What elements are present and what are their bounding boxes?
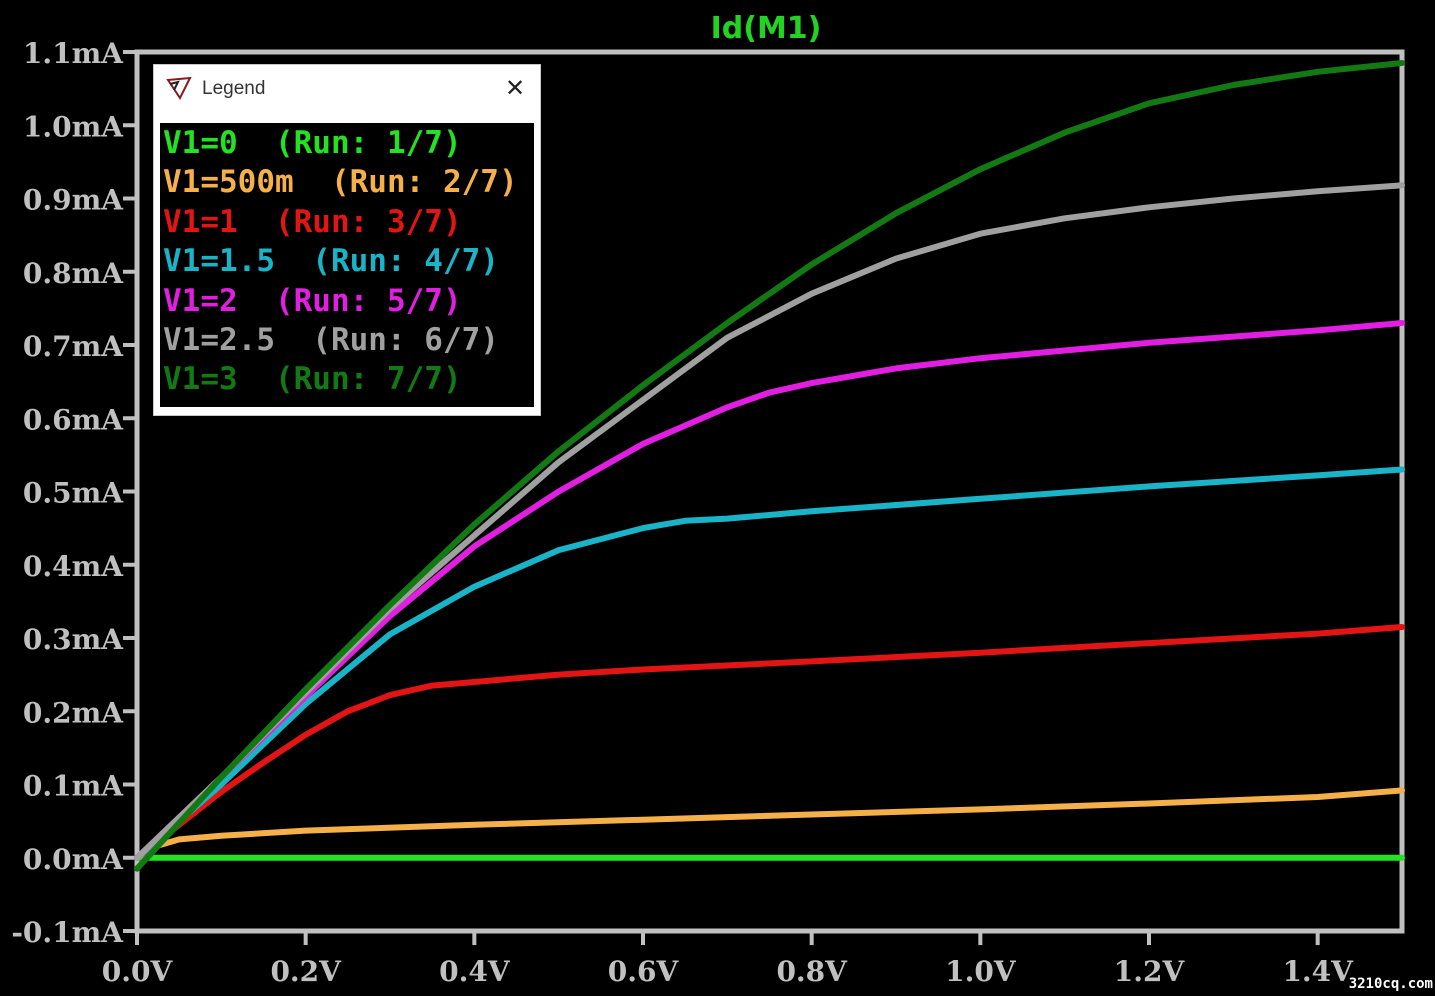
series-line [134,60,1405,872]
legend-entry: V1=500m (Run: 2/7) [163,164,518,201]
y-tick-label: 0.5mA [23,477,124,510]
x-tick-label: 1.4V [1282,955,1354,988]
series-line [134,624,1405,861]
y-tick-label: 0.6mA [23,403,124,436]
x-tick-label: 0.8V [776,955,848,988]
chart-title: Id(M1) [711,11,822,46]
x-tick-label: 0.2V [270,955,342,988]
x-tick-label: 0.4V [439,955,511,988]
legend-entry: V1=0 (Run: 1/7) [163,125,462,161]
y-tick-label: 0.7mA [23,330,124,363]
y-tick-label: 0.3mA [23,623,124,656]
watermark: 3210cq.com [1348,976,1433,992]
legend-entries: V1=0 (Run: 1/7) V1=500m (Run: 2/7) V1=1 (R… [160,123,534,407]
chart-series-layer [134,60,1405,872]
close-icon[interactable]: ✕ [504,74,526,102]
y-tick-label: 1.0mA [23,110,124,143]
series-line [134,320,1405,861]
x-tick-label: 0.6V [608,955,680,988]
x-tick-label: 1.2V [1114,955,1186,988]
legend-entry: V1=2.5 (Run: 6/7) [163,322,499,358]
y-tick-label: 0.2mA [23,696,124,729]
y-tick-label: 0.0mA [23,843,124,876]
ltspice-logo-icon [166,76,192,100]
series-line [134,787,1405,861]
legend-entry: V1=1.5 (Run: 4/7) [163,243,499,280]
legend-title: Legend [202,78,266,99]
y-tick-label: 0.8mA [23,257,124,290]
y-tick-label: 0.9mA [23,184,124,217]
legend-window[interactable]: Legend ✕ V1=0 (Run: 1/7) V1=500m (Run: 2/… [153,64,541,416]
chart-axes: 1.1mA 1.0mA 0.9mA 0.8mA 0.7mA 0.6mA 0.5mA 0.4mA… [11,37,1405,988]
legend-entry: V1=1 (Run: 3/7) [163,203,462,240]
x-tick-label: 1.0V [945,955,1017,988]
series-line [134,466,1405,861]
y-tick-label: -0.1mA [11,916,124,949]
legend-entry: V1=2 (Run: 5/7) [163,282,462,319]
x-tick-label: 0.0V [102,955,174,988]
legend-entry: V1=3 (Run: 7/7) [163,361,462,398]
y-tick-label: 0.4mA [23,550,124,583]
y-tick-label: 0.1mA [23,770,124,803]
y-tick-label: 1.1mA [23,37,124,70]
legend-titlebar[interactable]: Legend ✕ [154,65,540,115]
